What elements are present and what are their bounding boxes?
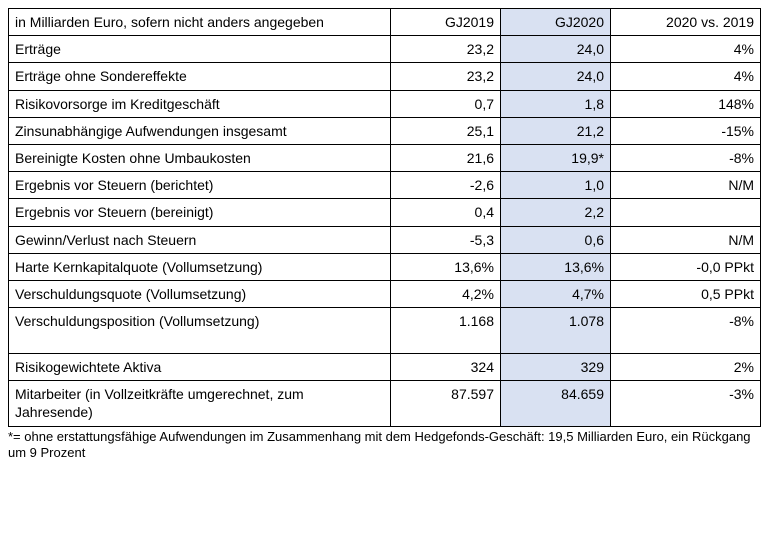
cell-gj2019: 23,2 — [391, 36, 501, 63]
row-label: Ergebnis vor Steuern (berichtet) — [9, 172, 391, 199]
table-row: Risikovorsorge im Kreditgeschäft0,71,814… — [9, 90, 761, 117]
row-label: Verschuldungsposition (Vollumsetzung) — [9, 308, 391, 354]
table-row: Ergebnis vor Steuern (bereinigt)0,42,2 — [9, 199, 761, 226]
row-label: Harte Kernkapitalquote (Vollumsetzung) — [9, 253, 391, 280]
cell-gj2020: 84.659 — [501, 381, 611, 426]
cell-change: 148% — [611, 90, 761, 117]
cell-gj2020: 24,0 — [501, 36, 611, 63]
cell-gj2019: 21,6 — [391, 144, 501, 171]
cell-gj2020: 13,6% — [501, 253, 611, 280]
table-row: Erträge23,224,04% — [9, 36, 761, 63]
row-label: Ergebnis vor Steuern (bereinigt) — [9, 199, 391, 226]
cell-change: -8% — [611, 308, 761, 354]
cell-gj2020: 0,6 — [501, 226, 611, 253]
row-label: Risikogewichtete Aktiva — [9, 354, 391, 381]
table-row: Erträge ohne Sondereffekte23,224,04% — [9, 63, 761, 90]
cell-gj2020: 4,7% — [501, 280, 611, 307]
cell-gj2019: 0,7 — [391, 90, 501, 117]
cell-gj2019: 0,4 — [391, 199, 501, 226]
cell-gj2019: 87.597 — [391, 381, 501, 426]
table-row: Verschuldungsquote (Vollumsetzung)4,2%4,… — [9, 280, 761, 307]
table-row: Bereinigte Kosten ohne Umbaukosten21,619… — [9, 144, 761, 171]
cell-change: N/M — [611, 226, 761, 253]
cell-gj2019: 23,2 — [391, 63, 501, 90]
row-label: Verschuldungsquote (Vollumsetzung) — [9, 280, 391, 307]
cell-gj2019: -5,3 — [391, 226, 501, 253]
cell-gj2020: 1.078 — [501, 308, 611, 354]
row-label: Gewinn/Verlust nach Steuern — [9, 226, 391, 253]
table-row: Mitarbeiter (in Vollzeitkräfte umgerechn… — [9, 381, 761, 426]
cell-change: 4% — [611, 63, 761, 90]
cell-change: 2% — [611, 354, 761, 381]
row-label: Erträge ohne Sondereffekte — [9, 63, 391, 90]
cell-change: -3% — [611, 381, 761, 426]
table-row: Ergebnis vor Steuern (berichtet)-2,61,0N… — [9, 172, 761, 199]
cell-change: 4% — [611, 36, 761, 63]
row-label: Bereinigte Kosten ohne Umbaukosten — [9, 144, 391, 171]
cell-gj2020: 19,9* — [501, 144, 611, 171]
col-header-change: 2020 vs. 2019 — [611, 9, 761, 36]
row-label: Mitarbeiter (in Vollzeitkräfte umgerechn… — [9, 381, 391, 426]
cell-change: 0,5 PPkt — [611, 280, 761, 307]
table-row: Risikogewichtete Aktiva3243292% — [9, 354, 761, 381]
table-row: Verschuldungsposition (Vollumsetzung)1.1… — [9, 308, 761, 354]
cell-change: N/M — [611, 172, 761, 199]
cell-gj2020: 329 — [501, 354, 611, 381]
financial-table: in Milliarden Euro, sofern nicht anders … — [8, 8, 761, 427]
cell-change: -15% — [611, 117, 761, 144]
cell-gj2020: 1,8 — [501, 90, 611, 117]
col-header-gj2020: GJ2020 — [501, 9, 611, 36]
cell-gj2019: 324 — [391, 354, 501, 381]
cell-gj2020: 2,2 — [501, 199, 611, 226]
cell-gj2019: 1.168 — [391, 308, 501, 354]
cell-change: -0,0 PPkt — [611, 253, 761, 280]
table-header-row: in Milliarden Euro, sofern nicht anders … — [9, 9, 761, 36]
cell-change: -8% — [611, 144, 761, 171]
cell-gj2020: 21,2 — [501, 117, 611, 144]
cell-change — [611, 199, 761, 226]
cell-gj2019: 13,6% — [391, 253, 501, 280]
table-row: Zinsunabhängige Aufwendungen insgesamt25… — [9, 117, 761, 144]
cell-gj2020: 1,0 — [501, 172, 611, 199]
footnote: *= ohne erstattungsfähige Aufwendungen i… — [8, 427, 760, 462]
col-header-label: in Milliarden Euro, sofern nicht anders … — [9, 9, 391, 36]
row-label: Risikovorsorge im Kreditgeschäft — [9, 90, 391, 117]
table-row: Gewinn/Verlust nach Steuern-5,30,6N/M — [9, 226, 761, 253]
cell-gj2019: 25,1 — [391, 117, 501, 144]
table-row: Harte Kernkapitalquote (Vollumsetzung)13… — [9, 253, 761, 280]
row-label: Zinsunabhängige Aufwendungen insgesamt — [9, 117, 391, 144]
cell-gj2019: 4,2% — [391, 280, 501, 307]
cell-gj2019: -2,6 — [391, 172, 501, 199]
row-label: Erträge — [9, 36, 391, 63]
cell-gj2020: 24,0 — [501, 63, 611, 90]
col-header-gj2019: GJ2019 — [391, 9, 501, 36]
